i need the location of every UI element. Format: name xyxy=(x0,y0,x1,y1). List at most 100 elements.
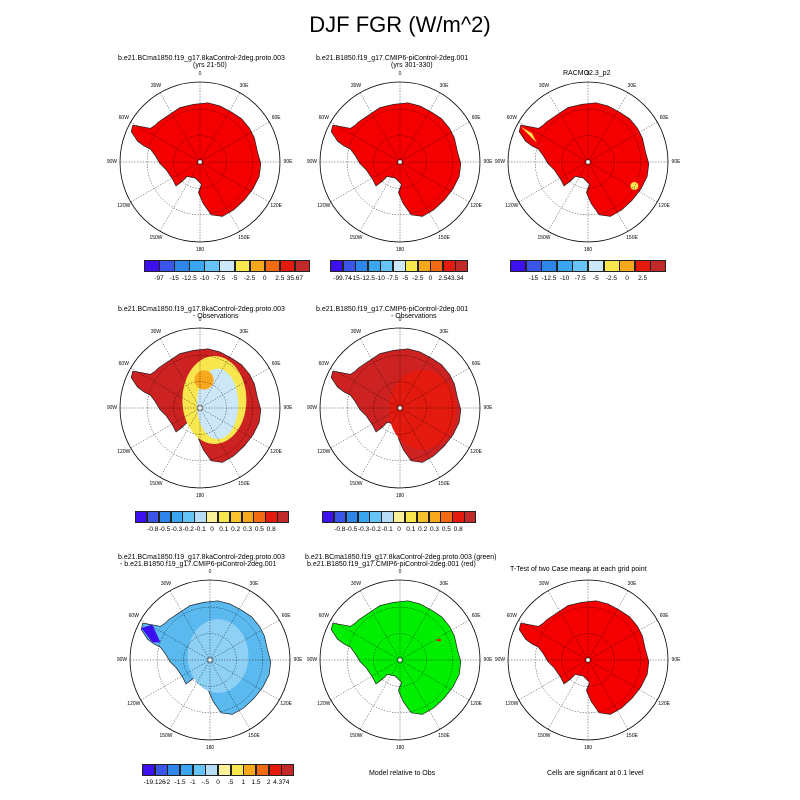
colorbar-tick-label: 2.5 xyxy=(275,275,285,282)
longitude-label: 60W xyxy=(118,361,129,367)
colorbar-swatch xyxy=(322,511,335,523)
colorbar-swatch xyxy=(541,260,558,272)
colorbar-swatch xyxy=(556,260,573,272)
colorbar-tick-label: 0.2 xyxy=(418,526,428,533)
colorbar-swatch xyxy=(268,764,282,776)
longitude-label: 120W xyxy=(127,701,141,707)
colorbar-swatch xyxy=(405,260,419,272)
meridian-line xyxy=(130,121,201,163)
colorbar-swatch xyxy=(417,260,431,272)
longitude-label: 120E xyxy=(470,701,483,707)
colorbar-swatch xyxy=(294,260,311,272)
antarctica-fill xyxy=(330,600,462,715)
polar-boundary xyxy=(507,579,669,741)
longitude-label: 90W xyxy=(116,657,128,663)
longitude-label: 150E xyxy=(248,733,260,740)
colorbar-swatch xyxy=(249,260,266,272)
colorbar-swatch xyxy=(345,511,359,523)
longitude-label: 30W xyxy=(350,580,362,587)
colorbar-swatch xyxy=(525,260,542,272)
longitude-label: 30W xyxy=(350,328,362,335)
colorbar-swatch xyxy=(154,764,168,776)
colorbar-swatch xyxy=(357,511,370,523)
meridian-line xyxy=(547,590,589,661)
colorbar-tick-label: 35.67 xyxy=(286,275,304,282)
meridian-line xyxy=(587,659,629,730)
colorbar-swatch xyxy=(230,764,244,776)
pole-marker xyxy=(397,657,403,663)
longitude-label: 30E xyxy=(439,328,449,335)
panel-title: b.e21.B1850.f19_g17.CMIP6-piControl-2deg… xyxy=(316,55,469,62)
colorbar-tick-label: 0 xyxy=(625,275,629,282)
colorbar-tick-label: -0.8 xyxy=(147,526,159,533)
colorbar-tick-label: -19.126 xyxy=(143,779,166,786)
latitude-circle xyxy=(373,135,427,189)
colorbar-swatch xyxy=(243,764,257,776)
colorbar-swatch xyxy=(369,511,382,523)
map-panel-1 xyxy=(119,81,281,243)
colorbar-swatch xyxy=(265,511,278,523)
colorbar-tick-label: -0.1 xyxy=(381,526,393,533)
meridian-line xyxy=(169,659,211,730)
pole-marker xyxy=(585,657,591,663)
meridian-line xyxy=(587,161,658,203)
longitude-label: 30W xyxy=(538,580,550,587)
longitude-label: 120E xyxy=(280,701,293,707)
colorbar-swatch xyxy=(634,260,651,272)
meridian-line xyxy=(587,92,629,163)
meridian-line xyxy=(130,367,201,409)
colorbar-swatch xyxy=(189,260,205,272)
colorbar-swatch xyxy=(428,511,441,523)
colorbar-tick-label: -10 xyxy=(375,275,385,282)
polar-boundary xyxy=(129,579,291,741)
colorbar-tick-label: -2.5 xyxy=(243,275,256,282)
colorbar-swatch xyxy=(281,764,295,776)
colorbar-tick-label: -0.1 xyxy=(194,526,206,533)
meridian-line xyxy=(547,659,589,730)
colorbar-swatch xyxy=(218,764,232,776)
meridian-line xyxy=(199,161,270,203)
meridian-line xyxy=(518,161,589,203)
longitude-label: 0 xyxy=(208,569,212,575)
longitude-label: 60E xyxy=(659,115,669,121)
longitude-label: 90E xyxy=(671,657,681,663)
latitude-circle xyxy=(173,135,227,189)
colorbar-tick-label: -15 xyxy=(528,275,539,282)
longitude-label: 90W xyxy=(494,159,506,165)
pole-marker xyxy=(397,405,403,411)
colorbar-swatch xyxy=(619,260,636,272)
colorbar-tick-label: 0.3 xyxy=(242,526,253,533)
longitude-label: 150W xyxy=(149,235,163,242)
longitude-label: 30W xyxy=(150,328,162,335)
panel-title: b.e21.BCmа1850.f19_g17.8kaControl-2deg.p… xyxy=(118,554,285,561)
colorbar-swatch xyxy=(279,260,296,272)
meridian-line xyxy=(359,407,401,478)
longitude-label: 120E xyxy=(270,203,283,209)
latitude-circle xyxy=(173,381,227,435)
colorbar-tick-label: -2.5 xyxy=(605,275,617,282)
antarctica-fill xyxy=(130,102,262,217)
longitude-label: 180 xyxy=(395,493,405,499)
longitude-label: 30E xyxy=(439,580,449,587)
colorbar-tick-label: -.5 xyxy=(201,779,210,786)
panel-title: b.e21.BCmа1850.f19_g17.8kaControl-2deg.p… xyxy=(118,55,285,62)
longitude-label: 0 xyxy=(586,569,590,575)
longitude-label: 60W xyxy=(318,115,329,121)
panel-title: T-Test of two Case means at each grid po… xyxy=(510,566,647,573)
panel-title: b.e21.BCmа1850.f19_g17.8kaControl-2deg.p… xyxy=(305,554,497,561)
meridian-line xyxy=(199,338,241,409)
colorbar-tick-label: -10 xyxy=(559,275,570,282)
longitude-label: 150E xyxy=(438,235,450,242)
longitude-label: 90E xyxy=(483,159,493,165)
meridian-line xyxy=(399,659,441,730)
colorbar-swatch xyxy=(381,511,394,523)
longitude-label: 150E xyxy=(438,733,450,740)
meridian-line xyxy=(399,161,441,232)
colorbar-tick-label: 0 xyxy=(262,275,267,282)
meridian-line xyxy=(547,92,589,163)
colorbar-swatch xyxy=(367,260,381,272)
latitude-circle xyxy=(347,607,454,714)
longitude-label: 0 xyxy=(398,71,402,77)
colorbar-4: -0.8 -0.5 -0.3 -0.2 -0.1 0 0.1 0.2 0.3 0.5 0.8 xyxy=(135,511,290,535)
longitude-label: 180 xyxy=(395,247,405,253)
